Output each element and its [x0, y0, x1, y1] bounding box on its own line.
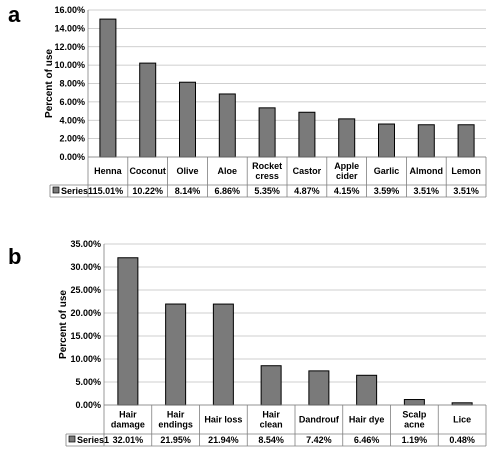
data-label: 21.94%: [208, 435, 239, 445]
y-tick-label: 20.00%: [70, 308, 101, 318]
category-label: Apple: [334, 161, 359, 171]
panel-letter: a: [8, 2, 21, 27]
y-tick-label: 35.00%: [70, 239, 101, 249]
bar: [179, 81, 196, 158]
series-name: Series1: [77, 435, 109, 445]
data-label: 4.87%: [294, 186, 320, 196]
y-tick-label: 25.00%: [70, 285, 101, 295]
category-label: Dandrouf: [299, 415, 340, 425]
data-label: 7.42%: [306, 435, 332, 445]
category-label: Garlic: [374, 166, 400, 176]
y-tick-label: 16.00%: [54, 5, 85, 15]
y-axis-label: Percent of use: [44, 49, 55, 118]
data-label: 0.48%: [449, 435, 475, 445]
category-label: cress: [255, 171, 279, 181]
y-tick-label: 0.00%: [75, 400, 101, 410]
y-tick-label: 10.00%: [70, 354, 101, 364]
category-label: clean: [260, 420, 283, 430]
category-label: acne: [404, 420, 425, 430]
y-tick-label: 30.00%: [70, 262, 101, 272]
data-label: 5.35%: [254, 186, 280, 196]
category-label: Scalp: [402, 410, 427, 420]
bar: [356, 374, 378, 406]
category-label: Coconut: [129, 166, 166, 176]
category-label: Henna: [94, 166, 123, 176]
data-label: 6.46%: [354, 435, 380, 445]
y-tick-label: 12.00%: [54, 42, 85, 52]
bar: [117, 257, 139, 406]
y-tick-label: 10.00%: [54, 60, 85, 70]
y-tick-label: 2.00%: [59, 134, 85, 144]
data-label: 8.54%: [258, 435, 284, 445]
category-label: cider: [336, 171, 358, 181]
data-label: 3.51%: [453, 186, 479, 196]
category-label: Hair: [262, 410, 280, 420]
bar: [308, 370, 330, 406]
chart-panel-b: b 0.00% 5.00% 10.00% 15.00% 20.00% 25.00% 30.00…: [8, 239, 487, 447]
bar: [212, 303, 234, 406]
category-label: Hair loss: [204, 415, 242, 425]
bar: [338, 118, 356, 158]
y-tick-label: 5.00%: [75, 377, 101, 387]
data-label: 15.01%: [93, 186, 124, 196]
bar: [139, 62, 157, 158]
y-axis-label: Percent of use: [58, 290, 69, 359]
bar: [417, 124, 435, 158]
panel-letter: b: [8, 244, 21, 269]
category-label: Olive: [176, 166, 198, 176]
category-label: Hair dye: [349, 415, 385, 425]
bar: [457, 124, 475, 158]
chart-panel-a: a 0.00% 2.00% 4.00% 6.00% 8.00% 10.00% 12.00% 14…: [8, 2, 487, 198]
category-label: Hair: [119, 410, 137, 420]
data-label: 3.51%: [414, 186, 440, 196]
data-label: 6.86%: [215, 186, 241, 196]
legend-key: [52, 186, 60, 194]
data-label: 4.15%: [334, 186, 360, 196]
bar: [298, 111, 316, 158]
y-tick-label: 8.00%: [59, 79, 85, 89]
category-label: Hair: [167, 410, 185, 420]
y-tick-label: 15.00%: [70, 331, 101, 341]
category-label: Castor: [293, 166, 322, 176]
category-label: Lemon: [451, 166, 481, 176]
category-label: damage: [111, 420, 145, 430]
data-label: 10.22%: [132, 186, 163, 196]
bar: [99, 18, 117, 158]
category-label: endings: [158, 420, 193, 430]
legend-key: [68, 435, 76, 443]
category-label: Aloe: [218, 166, 238, 176]
y-tick-label: 14.00%: [54, 23, 85, 33]
y-tick-label: 0.00%: [59, 152, 85, 162]
bar: [378, 123, 395, 158]
data-label: 1.19%: [402, 435, 428, 445]
category-label: Rocket: [252, 161, 282, 171]
y-tick-label: 4.00%: [59, 115, 85, 125]
data-label: 32.01%: [113, 435, 144, 445]
category-label: Almond: [410, 166, 444, 176]
bar: [258, 107, 276, 158]
data-label: 3.59%: [374, 186, 400, 196]
y-tick-label: 6.00%: [59, 97, 85, 107]
category-label: Lice: [453, 415, 471, 425]
data-label: 8.14%: [175, 186, 201, 196]
bar: [260, 365, 282, 406]
bar: [403, 399, 425, 406]
bar: [218, 93, 236, 158]
series-name: Series1: [61, 186, 93, 196]
bar: [165, 303, 187, 406]
data-label: 21.95%: [160, 435, 191, 445]
